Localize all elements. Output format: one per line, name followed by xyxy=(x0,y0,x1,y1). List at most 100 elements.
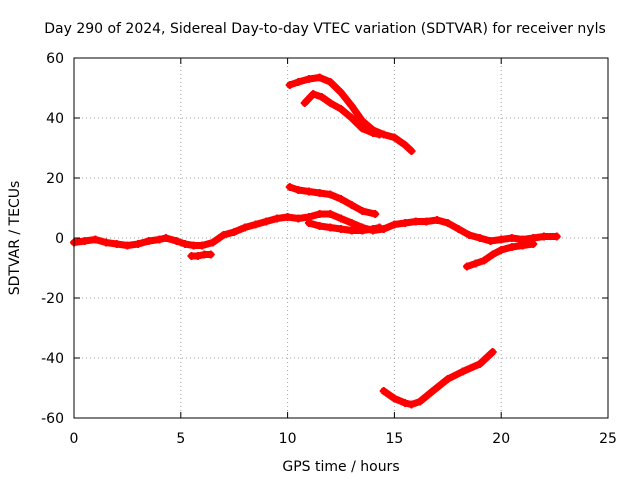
x-tick-label: 25 xyxy=(599,431,617,447)
data-point xyxy=(219,231,228,239)
data-point xyxy=(285,81,294,89)
data-point xyxy=(272,214,281,223)
data-point xyxy=(326,99,335,107)
x-axis-label: GPS time / hours xyxy=(282,459,399,475)
data-point xyxy=(369,225,378,233)
data-point xyxy=(463,262,472,271)
y-tick-label: -60 xyxy=(41,411,64,427)
data-point xyxy=(262,217,271,226)
y-axis-label: SDTVAR / TECUs xyxy=(7,181,23,296)
data-point xyxy=(91,235,100,244)
data-point xyxy=(251,220,260,229)
data-point xyxy=(337,195,345,203)
series-layer xyxy=(70,73,561,409)
data-point xyxy=(309,90,318,98)
data-point xyxy=(123,241,132,250)
data-point xyxy=(326,223,335,232)
data-point xyxy=(337,225,345,233)
data-point xyxy=(172,237,181,245)
data-point xyxy=(294,214,303,223)
data-point xyxy=(337,88,345,97)
data-point xyxy=(390,133,399,142)
data-point xyxy=(285,183,294,191)
data-point xyxy=(358,124,367,133)
data-point xyxy=(529,240,538,248)
data-point xyxy=(497,235,506,244)
data-point xyxy=(411,217,420,226)
data-point xyxy=(552,232,561,241)
data-point xyxy=(337,105,345,113)
x-tick-label: 10 xyxy=(279,431,297,447)
data-point xyxy=(458,367,467,376)
data-point xyxy=(471,259,480,268)
data-point xyxy=(315,73,324,82)
data-point xyxy=(486,237,495,245)
data-point xyxy=(80,237,89,245)
data-point xyxy=(347,226,356,235)
data-point xyxy=(144,237,153,245)
data-point xyxy=(422,217,431,226)
data-point xyxy=(300,99,309,107)
y-tick-label: 20 xyxy=(46,171,64,187)
data-point xyxy=(208,238,217,247)
data-point xyxy=(488,348,497,356)
series-upper-inner xyxy=(301,90,383,138)
data-point xyxy=(304,187,313,196)
data-point xyxy=(488,250,497,259)
data-point xyxy=(443,219,452,227)
data-point xyxy=(401,399,410,407)
y-tick-label: 40 xyxy=(46,111,64,127)
chart-title: Day 290 of 2024, Sidereal Day-to-day VTE… xyxy=(44,21,606,37)
y-tick-label: 60 xyxy=(46,51,64,67)
data-point xyxy=(428,387,437,395)
ticks: 0 5 10 15 20 25 -60 -40 -20 0 20 40 60 xyxy=(41,51,617,447)
data-point xyxy=(433,216,442,224)
data-point xyxy=(326,78,335,86)
data-point xyxy=(480,256,489,265)
data-point xyxy=(518,241,527,250)
data-point xyxy=(443,375,452,383)
data-point xyxy=(465,231,474,239)
data-point xyxy=(416,397,425,406)
data-point xyxy=(134,240,143,248)
data-point xyxy=(454,225,463,233)
data-point xyxy=(294,78,303,86)
data-point xyxy=(347,219,356,227)
data-point xyxy=(155,235,164,244)
data-point xyxy=(315,210,324,218)
data-point xyxy=(230,228,239,236)
data-point xyxy=(369,129,378,137)
data-point xyxy=(189,241,198,250)
data-point xyxy=(371,210,380,218)
data-point xyxy=(497,246,506,254)
data-point xyxy=(347,201,356,209)
data-point xyxy=(317,93,326,101)
data-point xyxy=(240,223,249,232)
data-point xyxy=(337,214,345,223)
data-point xyxy=(161,234,170,242)
data-point xyxy=(326,210,335,218)
data-point xyxy=(294,186,303,194)
data-point xyxy=(401,219,410,227)
data-point xyxy=(507,243,516,251)
data-point xyxy=(181,240,190,248)
series-lower-arc xyxy=(380,348,497,408)
data-point xyxy=(379,387,388,395)
data-point xyxy=(475,234,484,242)
data-point xyxy=(283,213,292,221)
data-point xyxy=(304,75,313,83)
x-tick-label: 5 xyxy=(176,431,185,447)
y-tick-label: 0 xyxy=(55,231,64,247)
data-point xyxy=(315,222,324,230)
data-point xyxy=(206,250,215,259)
data-point xyxy=(375,223,384,232)
data-point xyxy=(475,360,484,368)
data-point xyxy=(407,400,416,409)
x-tick-label: 15 xyxy=(385,431,403,447)
data-point xyxy=(401,141,410,149)
data-point xyxy=(407,147,416,155)
x-tick-label: 20 xyxy=(492,431,510,447)
data-point xyxy=(326,190,335,199)
data-point xyxy=(347,114,356,122)
